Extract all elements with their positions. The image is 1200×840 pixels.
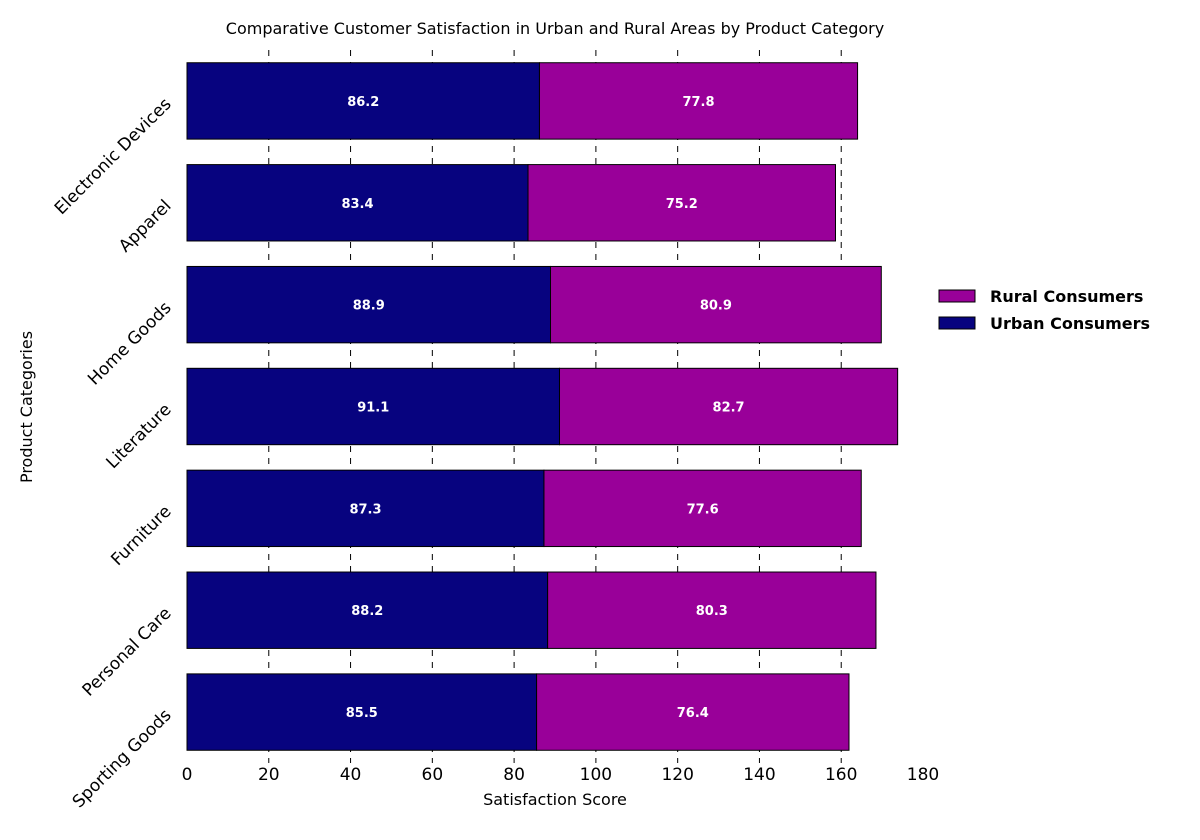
- bar-rural: [527, 164, 836, 242]
- bar-value-label: 77.6: [687, 502, 719, 517]
- category-label: Apparel: [115, 196, 175, 256]
- x-tick-label: 120: [661, 765, 693, 785]
- bar-value-label: 83.4: [341, 197, 373, 212]
- bar-value-label: 82.7: [713, 401, 745, 416]
- bar-urban: [186, 367, 560, 446]
- legend-swatch: [938, 316, 976, 330]
- category-label: Literature: [103, 400, 176, 473]
- category-label: Personal Care: [79, 604, 176, 701]
- bar-urban: [186, 469, 545, 548]
- x-tick-label: 140: [743, 765, 775, 785]
- bar-urban: [186, 164, 529, 242]
- y-axis-label: Product Categories: [17, 331, 36, 483]
- x-axis-label: Satisfaction Score: [483, 790, 627, 809]
- bar-rural: [536, 673, 850, 751]
- bar-rural: [550, 265, 882, 344]
- bar-rural: [558, 367, 899, 446]
- bar-urban: [186, 265, 552, 344]
- category-label: Home Goods: [84, 298, 175, 389]
- bar-value-label: 87.3: [349, 502, 381, 517]
- bar-value-label: 76.4: [677, 706, 709, 721]
- bar-rural: [538, 62, 859, 140]
- x-axis: 0 20 40 60 80 100 120 140 160 180: [182, 765, 940, 785]
- bar-value-label: 86.2: [347, 95, 379, 110]
- bar-value-label: 88.9: [353, 299, 385, 314]
- x-tick-label: 0: [182, 765, 193, 785]
- category-label: Furniture: [107, 502, 175, 570]
- x-tick-label: 80: [503, 765, 525, 785]
- legend-label: Rural Consumers: [990, 287, 1143, 306]
- bar-value-label: 80.9: [700, 299, 732, 314]
- bar-value-label: 85.5: [346, 706, 378, 721]
- x-tick-label: 100: [580, 765, 612, 785]
- x-tick-label: 20: [258, 765, 280, 785]
- category-label: Sporting Goods: [69, 705, 176, 812]
- bar-value-label: 77.8: [682, 95, 714, 110]
- bar-urban: [186, 673, 538, 751]
- chart-title: Comparative Customer Satisfaction in Urb…: [226, 19, 884, 38]
- x-tick-label: 40: [340, 765, 362, 785]
- x-tick-label: 160: [825, 765, 857, 785]
- bar-rural: [547, 571, 877, 649]
- legend-swatch: [938, 289, 976, 303]
- bar-value-label: 88.2: [351, 604, 383, 619]
- legend-label: Urban Consumers: [990, 314, 1150, 333]
- bar-urban: [186, 62, 540, 140]
- legend: Rural Consumers Urban Consumers: [938, 287, 1150, 333]
- bar-value-label: 80.3: [696, 604, 728, 619]
- bar-value-label: 75.2: [666, 197, 698, 212]
- x-tick-label: 60: [422, 765, 444, 785]
- bars: 86.2 77.8 83.4 75.2 88.9 80.9 91.1 82.7 87.3 77.6…: [186, 62, 899, 751]
- bar-rural: [543, 469, 862, 548]
- x-tick-label: 180: [907, 765, 939, 785]
- bar-value-label: 91.1: [357, 401, 389, 416]
